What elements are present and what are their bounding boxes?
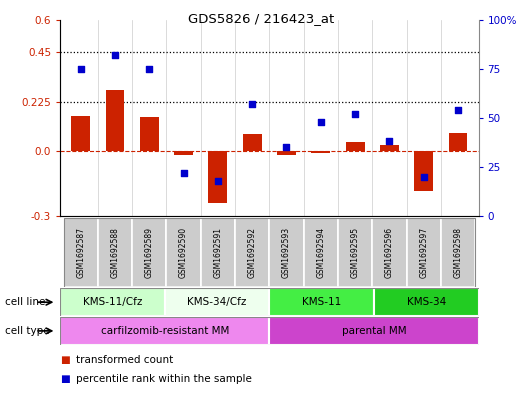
Text: cell type: cell type bbox=[5, 326, 50, 336]
Point bbox=[282, 144, 291, 151]
Bar bbox=[243, 134, 262, 151]
Bar bbox=[372, 218, 406, 287]
Bar bbox=[414, 151, 433, 191]
Text: GSM1692592: GSM1692592 bbox=[248, 227, 257, 278]
Text: ■: ■ bbox=[60, 354, 70, 365]
Text: cell line: cell line bbox=[5, 297, 46, 307]
Bar bbox=[269, 317, 479, 345]
Point bbox=[76, 66, 85, 72]
Text: GSM1692598: GSM1692598 bbox=[453, 227, 462, 278]
Text: carfilzomib-resistant MM: carfilzomib-resistant MM bbox=[100, 326, 229, 336]
Bar bbox=[311, 151, 330, 153]
Text: GSM1692597: GSM1692597 bbox=[419, 227, 428, 278]
Text: GSM1692590: GSM1692590 bbox=[179, 227, 188, 278]
Bar bbox=[209, 151, 228, 203]
Text: GSM1692596: GSM1692596 bbox=[385, 227, 394, 278]
Bar bbox=[106, 90, 124, 151]
Bar bbox=[60, 288, 165, 316]
Bar bbox=[304, 218, 338, 287]
Text: GSM1692588: GSM1692588 bbox=[110, 227, 120, 278]
Bar bbox=[64, 218, 98, 287]
Text: KMS-34: KMS-34 bbox=[406, 297, 446, 307]
Text: percentile rank within the sample: percentile rank within the sample bbox=[76, 374, 252, 384]
Bar bbox=[174, 151, 193, 155]
Text: GDS5826 / 216423_at: GDS5826 / 216423_at bbox=[188, 12, 335, 25]
Text: GSM1692591: GSM1692591 bbox=[213, 227, 222, 278]
Bar bbox=[235, 218, 269, 287]
Bar bbox=[338, 218, 372, 287]
Bar bbox=[269, 218, 304, 287]
Text: transformed count: transformed count bbox=[76, 354, 173, 365]
Bar bbox=[269, 288, 374, 316]
Bar bbox=[98, 218, 132, 287]
Point bbox=[248, 101, 256, 107]
Point bbox=[145, 66, 153, 72]
Bar bbox=[132, 218, 166, 287]
Point bbox=[454, 107, 462, 113]
Point bbox=[351, 111, 359, 117]
Text: KMS-34/Cfz: KMS-34/Cfz bbox=[187, 297, 247, 307]
Point bbox=[385, 138, 394, 145]
Text: parental MM: parental MM bbox=[342, 326, 406, 336]
Bar bbox=[277, 151, 296, 155]
Text: KMS-11: KMS-11 bbox=[302, 297, 342, 307]
Bar bbox=[406, 218, 441, 287]
Bar bbox=[374, 288, 479, 316]
Bar bbox=[166, 218, 201, 287]
Point bbox=[179, 170, 188, 176]
Text: GSM1692593: GSM1692593 bbox=[282, 227, 291, 278]
Text: GSM1692594: GSM1692594 bbox=[316, 227, 325, 278]
Bar bbox=[165, 288, 269, 316]
Bar bbox=[441, 218, 475, 287]
Bar bbox=[140, 117, 159, 151]
Bar bbox=[346, 142, 365, 151]
Point bbox=[419, 174, 428, 180]
Bar bbox=[449, 133, 468, 151]
Point bbox=[214, 178, 222, 184]
Bar bbox=[380, 145, 399, 151]
Text: GSM1692587: GSM1692587 bbox=[76, 227, 85, 278]
Text: KMS-11/Cfz: KMS-11/Cfz bbox=[83, 297, 142, 307]
Bar bbox=[60, 317, 269, 345]
Bar bbox=[201, 218, 235, 287]
Point bbox=[316, 119, 325, 125]
Bar bbox=[71, 116, 90, 151]
Text: GSM1692595: GSM1692595 bbox=[350, 227, 360, 278]
Point bbox=[111, 52, 119, 58]
Text: GSM1692589: GSM1692589 bbox=[145, 227, 154, 278]
Text: ■: ■ bbox=[60, 374, 70, 384]
